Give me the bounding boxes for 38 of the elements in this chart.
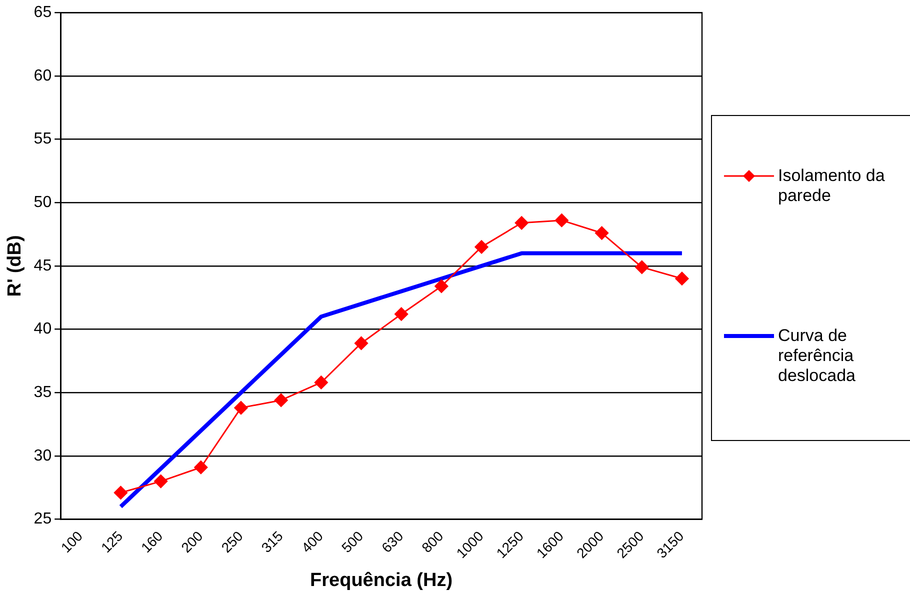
x-tick-label: 630 [378, 528, 406, 556]
x-axis-title: Frequência (Hz) [310, 570, 453, 591]
y-axis-title: R' (dB) [4, 235, 26, 297]
x-tick-label: 160 [138, 528, 166, 556]
legend-label: Isolamento da parede [778, 166, 886, 206]
point [434, 279, 448, 293]
point [354, 336, 368, 350]
y-tick-label: 30 [34, 447, 52, 464]
point [154, 474, 168, 488]
point [554, 214, 568, 228]
x-tick-label: 100 [58, 528, 86, 556]
x-tick-label: 800 [418, 528, 446, 556]
x-tick-label: 200 [178, 528, 206, 556]
point [514, 216, 528, 230]
x-tick-label: 250 [218, 528, 246, 556]
point [675, 272, 689, 286]
point [234, 401, 248, 415]
point [595, 226, 609, 240]
x-tick-label: 125 [98, 528, 126, 556]
x-tick-label: 400 [298, 528, 326, 556]
legend-label: Curva de referência deslocada [778, 326, 857, 386]
point [394, 307, 408, 321]
y-tick-label: 45 [34, 257, 52, 274]
y-tick-label: 25 [34, 510, 52, 528]
y-tick-label: 40 [34, 320, 52, 338]
point [274, 393, 288, 407]
y-tick-label: 65 [34, 4, 52, 22]
x-tick-label: 315 [258, 528, 286, 556]
y-tick-label: 60 [34, 67, 52, 84]
y-tick-label: 55 [34, 130, 52, 148]
point [635, 260, 649, 274]
point [314, 376, 328, 390]
point [114, 486, 128, 500]
x-tick-label: 500 [338, 528, 366, 556]
y-tick-label: 35 [34, 384, 52, 402]
y-tick-label: 50 [34, 194, 52, 212]
point [474, 240, 488, 254]
point [194, 460, 208, 474]
